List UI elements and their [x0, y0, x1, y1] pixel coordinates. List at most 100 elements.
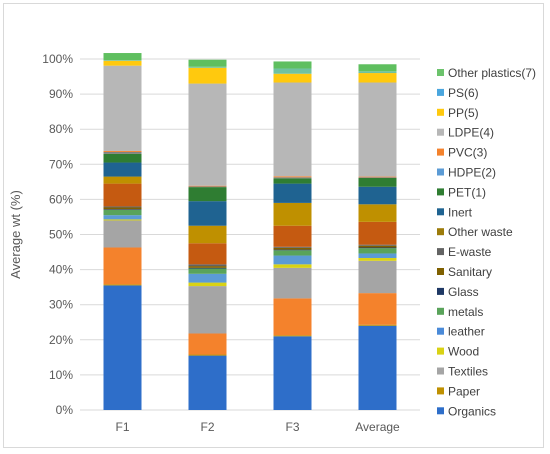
bar-segment — [103, 183, 142, 207]
bar-segment — [188, 225, 227, 244]
legend-swatch — [437, 268, 444, 275]
x-tick-labels: F1 F2 F3 Average — [115, 420, 400, 434]
bar-segment — [188, 267, 227, 269]
legend-swatch — [437, 69, 444, 76]
bar-segment — [103, 53, 142, 61]
bar-segment — [103, 209, 142, 210]
bar-segment — [273, 264, 312, 268]
legend-label: PVC(3) — [448, 146, 487, 160]
legend-label: Paper — [448, 384, 480, 398]
legend: Other plastics(7) PS(6) PP(5) LDPE(4) PVC(3)… — [437, 66, 536, 418]
y-tick-labels: 0% 10% 20% 30% 40% 50% 60% 70% 80% 90% 100% — [42, 52, 73, 417]
bar-segment — [103, 152, 142, 154]
legend-swatch — [437, 148, 444, 156]
legend-swatch — [437, 108, 444, 116]
legend-label: PS(6) — [448, 86, 479, 100]
bar-segment — [273, 336, 312, 410]
bar-segment — [358, 244, 397, 246]
bar-segment — [188, 266, 227, 268]
bar-segment — [188, 264, 227, 267]
x-tick-label: F2 — [200, 420, 214, 434]
y-axis-title: Average wt (%) — [8, 190, 23, 279]
bar-segment — [103, 206, 142, 208]
bar-segment — [358, 247, 397, 249]
bar-segment — [103, 60, 142, 61]
bar-segment — [358, 177, 397, 178]
bar-segment — [188, 355, 227, 410]
legend-label: metals — [448, 305, 483, 319]
legend-label: E-waste — [448, 245, 492, 259]
bar-segment — [103, 219, 142, 221]
bar-segment — [103, 285, 142, 410]
bar-segment — [273, 267, 312, 299]
bar-segment — [358, 176, 397, 178]
legend-swatch — [437, 208, 444, 216]
bar-segment — [188, 185, 227, 187]
legend-swatch — [437, 128, 444, 136]
legend-label: Other plastics(7) — [448, 66, 536, 80]
bar-segment — [273, 82, 312, 177]
bar-segment — [273, 183, 312, 203]
legend-swatch — [437, 228, 444, 236]
bars — [103, 53, 397, 410]
bar-segment — [188, 59, 227, 67]
bar-segment — [103, 60, 142, 66]
bar-segment — [358, 324, 397, 326]
bar-segment — [273, 176, 312, 178]
legend-swatch — [437, 347, 444, 355]
bar-segment — [188, 268, 227, 274]
legend-swatch — [437, 327, 444, 335]
bar-segment — [188, 273, 227, 283]
bar-segment — [103, 284, 142, 286]
bar-segment — [358, 325, 397, 410]
y-tick-label: 0% — [56, 403, 74, 417]
bar-segment — [358, 177, 397, 187]
bar-segment — [273, 177, 312, 179]
bar-segment — [273, 298, 312, 336]
bar-segment — [273, 246, 312, 248]
legend-label: Wood — [448, 345, 479, 359]
legend-label: LDPE(4) — [448, 126, 494, 140]
bar-segment — [103, 150, 142, 153]
legend-label: leather — [448, 325, 485, 339]
legend-label: PET(1) — [448, 185, 486, 199]
y-tick-label: 20% — [49, 333, 73, 347]
bar-segment — [358, 293, 397, 325]
bar-segment — [358, 71, 397, 74]
bar-segment — [358, 73, 397, 83]
y-tick-label: 80% — [49, 122, 73, 136]
legend-label: Glass — [448, 285, 479, 299]
bar-segment — [188, 187, 227, 202]
legend-swatch — [437, 188, 444, 196]
bar-segment — [273, 335, 312, 337]
legend-swatch — [437, 407, 444, 415]
y-tick-label: 100% — [42, 52, 73, 66]
legend-swatch — [437, 287, 444, 295]
bar-segment — [273, 73, 312, 83]
bar-segment — [103, 220, 142, 248]
bar-segment — [273, 61, 312, 69]
bar-segment — [188, 243, 227, 265]
bar-segment — [358, 258, 397, 261]
legend-label: Other waste — [448, 225, 513, 239]
bar-segment — [273, 202, 312, 226]
bar-segment — [358, 82, 397, 177]
legend-label: PP(5) — [448, 106, 479, 120]
legend-swatch — [437, 88, 444, 96]
bar-segment — [103, 162, 142, 177]
y-tick-label: 50% — [49, 228, 73, 242]
bar-segment — [188, 333, 227, 355]
bar-segment — [273, 255, 312, 265]
bar-segment — [273, 178, 312, 184]
bar-segment — [188, 282, 227, 287]
legend-label: Organics — [448, 404, 496, 418]
bar-segment — [358, 204, 397, 222]
legend-swatch — [437, 387, 444, 395]
bar-segment — [103, 215, 142, 220]
bar-segment — [358, 221, 397, 245]
bar-segment — [273, 249, 312, 251]
x-tick-label: Average — [355, 420, 400, 434]
bar-segment — [273, 247, 312, 250]
bar-segment — [188, 201, 227, 226]
